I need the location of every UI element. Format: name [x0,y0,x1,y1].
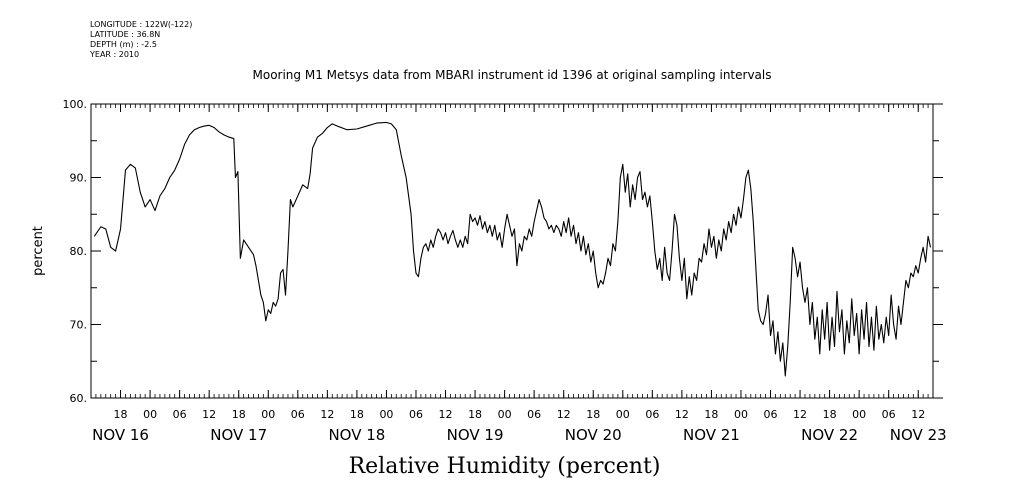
y-tick-label: 90. [70,172,88,185]
metadata-block: LONGITUDE : 122W(-122) LATITUDE : 36.8N … [90,20,192,60]
x-tick-label: 06 [645,408,659,421]
x-tick-label: 00 [498,408,512,421]
x-tick-label: 06 [882,408,896,421]
y-tick-label: 60. [70,392,88,405]
x-tick-label: 06 [764,408,778,421]
series-line-relative-humidity [93,121,932,377]
x-day-label: NOV 18 [328,426,385,444]
x-tick-label: 06 [291,408,305,421]
x-tick-label: 00 [616,408,630,421]
x-tick-label: 18 [468,408,482,421]
x-tick-label: 00 [261,408,275,421]
x-day-label: NOV 17 [210,426,267,444]
x-day-label: NOV 22 [801,426,858,444]
x-tick-label: 18 [704,408,718,421]
x-day-label: NOV 16 [92,426,149,444]
x-tick-label: 18 [586,408,600,421]
x-tick-label: 06 [173,408,187,421]
meta-depth: DEPTH (m) : -2.5 [90,40,157,49]
y-tick-label: 80. [70,245,88,258]
x-tick-label: 12 [320,408,334,421]
x-tick-label: 00 [143,408,157,421]
x-tick-label: 18 [823,408,837,421]
meta-year: YEAR : 2010 [90,50,140,59]
y-axis-label: percent [31,226,46,276]
meta-longitude: LONGITUDE : 122W(-122) [90,20,193,29]
x-tick-label: 06 [409,408,423,421]
chart-title: Mooring M1 Metsys data from MBARI instru… [252,68,772,82]
x-day-label: NOV 21 [683,426,740,444]
x-day-label: NOV 19 [447,426,504,444]
x-tick-label: 00 [852,408,866,421]
x-tick-label: 12 [439,408,453,421]
x-axis-label: Relative Humidity (percent) [348,454,661,479]
x-tick-label: 18 [232,408,246,421]
y-tick-label: 100. [63,98,88,111]
x-day-label: NOV 23 [890,426,947,444]
x-minor-ticks [95,104,929,398]
x-tick-label: 00 [734,408,748,421]
x-day-label: NOV 20 [565,426,622,444]
y-tick-label: 70. [70,319,88,332]
x-tick-label: 00 [379,408,393,421]
x-tick-label: 12 [675,408,689,421]
plot-frame [90,103,934,399]
x-tick-label: 12 [202,408,216,421]
meta-latitude: LATITUDE : 36.8N [90,30,161,39]
x-tick-label: 12 [557,408,571,421]
x-tick-label: 06 [527,408,541,421]
x-tick-label: 12 [793,408,807,421]
x-tick-label: 12 [911,408,925,421]
x-tick-label: 18 [114,408,128,421]
x-tick-label: 18 [350,408,364,421]
